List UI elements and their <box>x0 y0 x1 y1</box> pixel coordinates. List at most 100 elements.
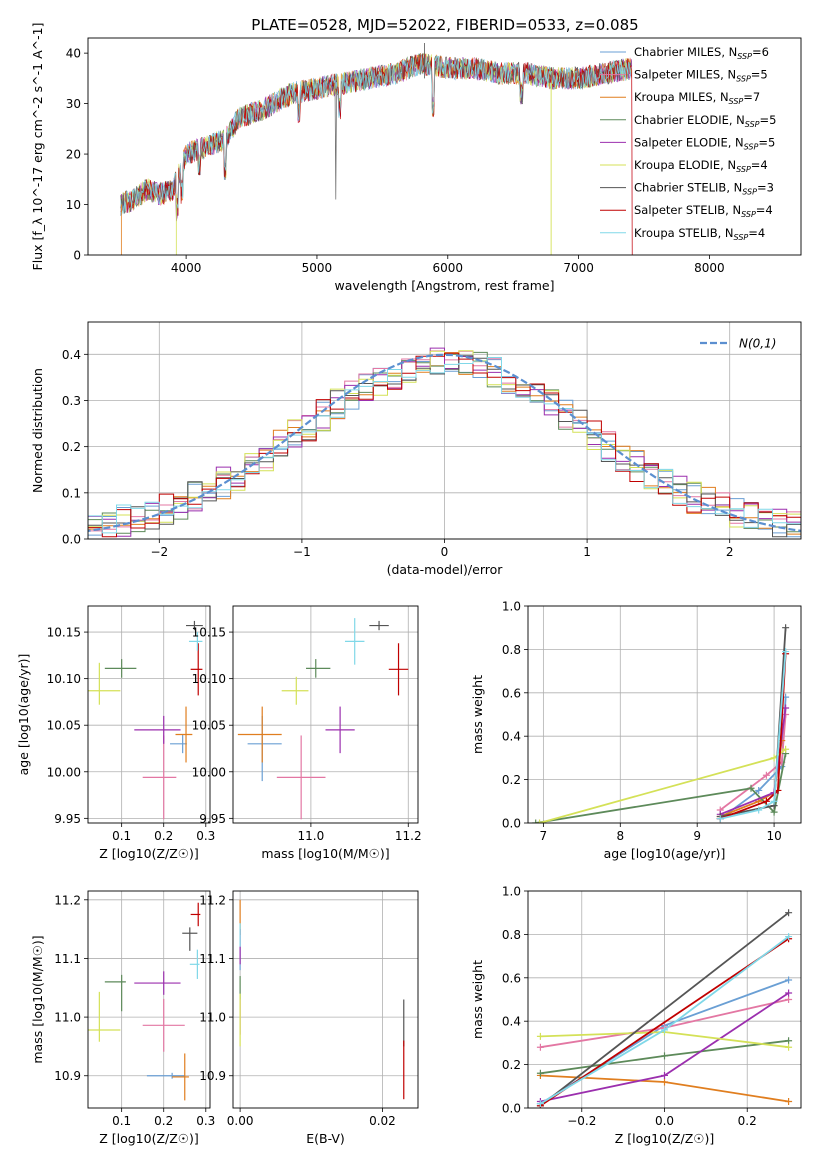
y-tick-label: 0.1 <box>62 486 81 500</box>
x-axis-label: E(B-V) <box>306 1131 345 1146</box>
spectrum-series-8 <box>120 54 632 216</box>
x-tick-label: 0.02 <box>369 1114 396 1128</box>
weight-series-1 <box>719 714 787 811</box>
legend-count: =4 <box>756 203 773 217</box>
y-tick-label: 0.2 <box>502 1058 521 1072</box>
weight-marker <box>785 989 793 997</box>
legend-subscript: SSP <box>736 165 751 174</box>
legend-count: =5 <box>758 135 775 149</box>
x-tick-label: 0.1 <box>112 1114 131 1128</box>
weight-lines <box>536 909 793 1108</box>
errorbars <box>88 902 201 1101</box>
y-tick-label: 0.3 <box>62 394 81 408</box>
weight-marker <box>536 1100 544 1108</box>
weight-marker <box>785 909 793 917</box>
x-axis-label: Z [log10(Z/Z☉)] <box>99 846 199 861</box>
weight-marker <box>661 1078 668 1086</box>
y-tick-label: 10.9 <box>54 1069 81 1083</box>
legend: Chabrier MILES, NSSP=6 Salpeter MILES, NS… <box>600 45 776 242</box>
legend-count: =5 <box>760 113 777 127</box>
weight-marker <box>785 976 793 984</box>
axes-frame <box>87 890 211 1109</box>
y-tick-label: 40 <box>66 47 81 61</box>
y-tick-label: 11.2 <box>199 893 226 907</box>
x-tick-label: −2 <box>150 545 168 559</box>
errorbars <box>237 618 409 820</box>
x-tick-label: 0 <box>441 545 449 559</box>
weight-marker <box>536 819 544 823</box>
legend-label: Kroupa STELIB, NSSP=4 <box>634 226 765 242</box>
y-tick-label: 10.15 <box>47 626 81 640</box>
y-tick-label: 10.9 <box>199 1069 226 1083</box>
y-axis-label: mass weight <box>470 960 485 1039</box>
weight-marker <box>770 808 778 816</box>
y-axis-label: Normed distribution <box>30 368 45 493</box>
y-tick-label: 0.6 <box>502 971 521 985</box>
y-tick-label: 10.00 <box>47 765 81 779</box>
histogram-series-8 <box>88 357 801 538</box>
x-tick-label: 2 <box>726 545 734 559</box>
x-tick-label: 0.0 <box>655 1114 674 1128</box>
x-tick-label: 10 <box>766 829 781 843</box>
y-tick-label: 9.95 <box>199 812 226 826</box>
y-tick-label: 11.1 <box>199 952 226 966</box>
axes-mass_vs_Z: 0.1 0.2 0.3 10.9 11.0 11.1 11.2 Z [log10(Z/Z☉)]… <box>30 890 215 1146</box>
legend-subscript: SSP <box>729 97 744 106</box>
weight-marker <box>762 797 770 805</box>
weight-marker <box>785 1097 793 1105</box>
y-tick-label: 0.8 <box>502 928 521 942</box>
y-tick-label: 0.2 <box>62 440 81 454</box>
y-tick-label: 11.2 <box>54 893 81 907</box>
weight-marker <box>782 624 790 632</box>
x-axis-label: Z [log10(Z/Z☉)] <box>615 1131 715 1146</box>
axes-frame <box>527 890 802 1109</box>
weight-marker <box>785 996 793 1003</box>
weight-marker <box>785 1043 793 1051</box>
weight-series-6 <box>539 911 790 1107</box>
legend-label: Kroupa MILES, NSSP=7 <box>634 90 760 106</box>
weight-series-7 <box>719 653 787 820</box>
y-tick-label: 30 <box>66 97 81 111</box>
weight-marker <box>762 771 770 779</box>
x-axis-label: wavelength [Angstrom, rest frame] <box>334 278 554 293</box>
x-tick-label: 6000 <box>432 261 463 275</box>
axes-mass_vs_ebv: 0.00 0.02 10.9 11.0 11.1 11.2 E(B-V) <box>199 890 419 1146</box>
y-tick-label: 0.8 <box>502 643 521 657</box>
weight-marker <box>782 745 790 753</box>
legend-count: =4 <box>751 158 768 172</box>
legend-label: Chabrier ELODIE, NSSP=5 <box>634 113 776 129</box>
y-tick-label: 10.05 <box>47 719 81 733</box>
legend-count: =3 <box>757 181 774 195</box>
legend-label: N(0,1) <box>739 337 776 351</box>
axes-age_vs_Z: 0.1 0.2 0.3 9.95 10.00 10.05 10.10 10.15 Z [log1… <box>16 605 215 861</box>
weight-series-7 <box>539 937 790 1107</box>
y-tick-label: 0.2 <box>502 773 521 787</box>
axes-frame <box>87 605 211 824</box>
y-tick-label: 0 <box>73 249 81 263</box>
y-tick-label: 11.0 <box>54 1011 81 1025</box>
axes-frame <box>527 605 802 824</box>
y-tick-label: 9.95 <box>54 812 81 826</box>
y-tick-label: 0.0 <box>502 817 521 831</box>
y-tick-label: 10.10 <box>192 672 226 686</box>
x-tick-label: 9 <box>693 829 701 843</box>
weight-marker <box>755 786 763 794</box>
legend-label: Salpeter ELODIE, NSSP=5 <box>634 135 775 151</box>
y-tick-label: 10.15 <box>192 626 226 640</box>
legend-subscript: SSP <box>734 233 749 242</box>
axes-frame <box>87 321 802 540</box>
weight-marker <box>755 806 763 814</box>
histograms <box>88 347 801 538</box>
weight-marker <box>747 784 755 792</box>
x-tick-label: 8 <box>616 829 624 843</box>
weight-marker <box>536 1043 544 1051</box>
legend-subscript: SSP <box>736 75 751 84</box>
errorbars <box>239 899 405 1100</box>
axes-frame <box>232 890 419 1109</box>
weight-marker <box>661 1071 668 1079</box>
errorbars <box>88 620 203 820</box>
y-axis-label: age [log10(age/yr)] <box>16 654 31 776</box>
x-tick-label: 5000 <box>302 261 333 275</box>
axes-residuals: −2 −1 0 1 2 0.0 0.1 0.2 0.3 0.4 (data-model)/error… <box>30 321 802 577</box>
